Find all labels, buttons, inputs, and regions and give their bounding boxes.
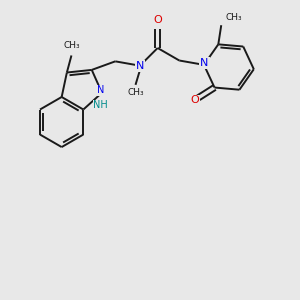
Text: O: O — [190, 95, 199, 105]
Text: CH₃: CH₃ — [226, 13, 242, 22]
Text: NH: NH — [93, 100, 108, 110]
Text: N: N — [136, 61, 144, 71]
Text: CH₃: CH₃ — [127, 88, 144, 98]
Text: N: N — [97, 85, 104, 95]
Text: O: O — [153, 15, 162, 25]
Text: N: N — [200, 58, 209, 68]
Text: CH₃: CH₃ — [63, 41, 80, 50]
